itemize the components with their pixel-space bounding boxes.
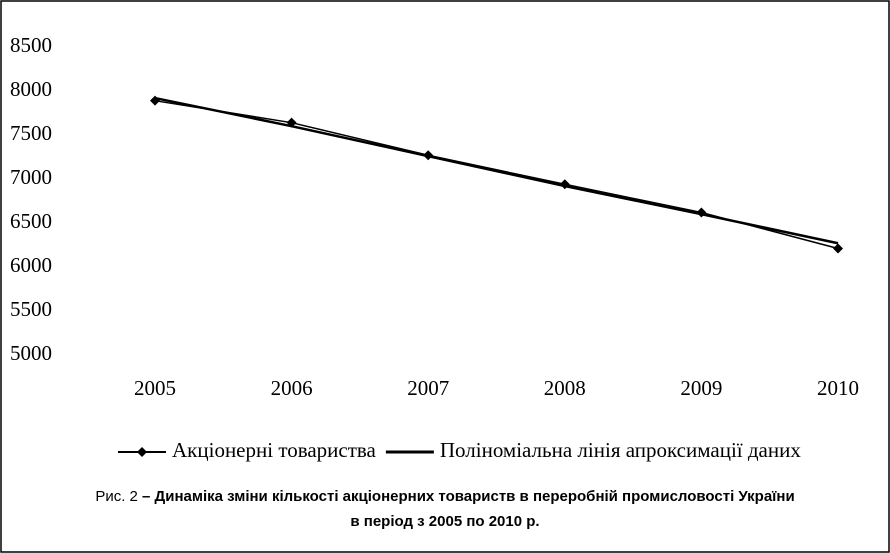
y-tick-label: 7500 xyxy=(10,121,52,145)
caption-text: – Динаміка зміни кількості акціонерних т… xyxy=(142,488,795,505)
legend-marker xyxy=(137,447,147,457)
caption-line: Рис. 2 – Динаміка зміни кількості акціон… xyxy=(95,488,794,505)
y-tick-label: 5500 xyxy=(10,297,52,321)
caption-line: в період з 2005 по 2010 р. xyxy=(350,513,539,530)
point xyxy=(833,243,843,254)
y-tick-label: 8000 xyxy=(10,77,52,101)
x-tick-label: 2006 xyxy=(271,376,313,400)
x-tick-label: 2009 xyxy=(680,376,722,400)
caption-label: Рис. 2 xyxy=(95,488,138,505)
y-tick-label: 6000 xyxy=(10,253,52,277)
series-line xyxy=(154,96,839,245)
x-tick-label: 2008 xyxy=(544,376,586,400)
series-line xyxy=(154,99,839,250)
point xyxy=(150,95,160,106)
y-tick-label: 7000 xyxy=(10,165,52,189)
legend-label: Акціонерні товариства xyxy=(172,438,377,462)
legend-label: Поліноміальна лінія апроксимації даних xyxy=(440,438,801,462)
x-tick-label: 2007 xyxy=(407,376,449,400)
y-tick-label: 5000 xyxy=(10,341,52,365)
x-tick-label: 2005 xyxy=(134,376,176,400)
x-tick-label: 2010 xyxy=(817,376,859,400)
y-tick-label: 8500 xyxy=(10,33,52,57)
y-tick-label: 6500 xyxy=(10,209,52,233)
